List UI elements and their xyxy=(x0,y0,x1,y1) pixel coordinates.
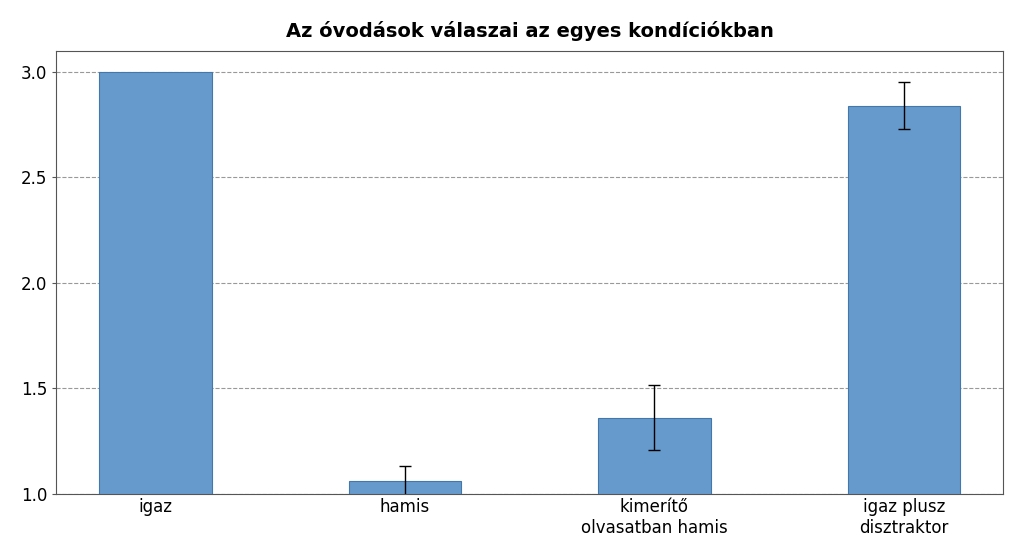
Bar xyxy=(99,72,212,493)
Bar xyxy=(848,105,961,493)
Bar xyxy=(598,417,711,493)
Bar xyxy=(349,481,461,493)
Title: Az óvodások válaszai az egyes kondíciókban: Az óvodások válaszai az egyes kondíciókb… xyxy=(286,21,774,41)
